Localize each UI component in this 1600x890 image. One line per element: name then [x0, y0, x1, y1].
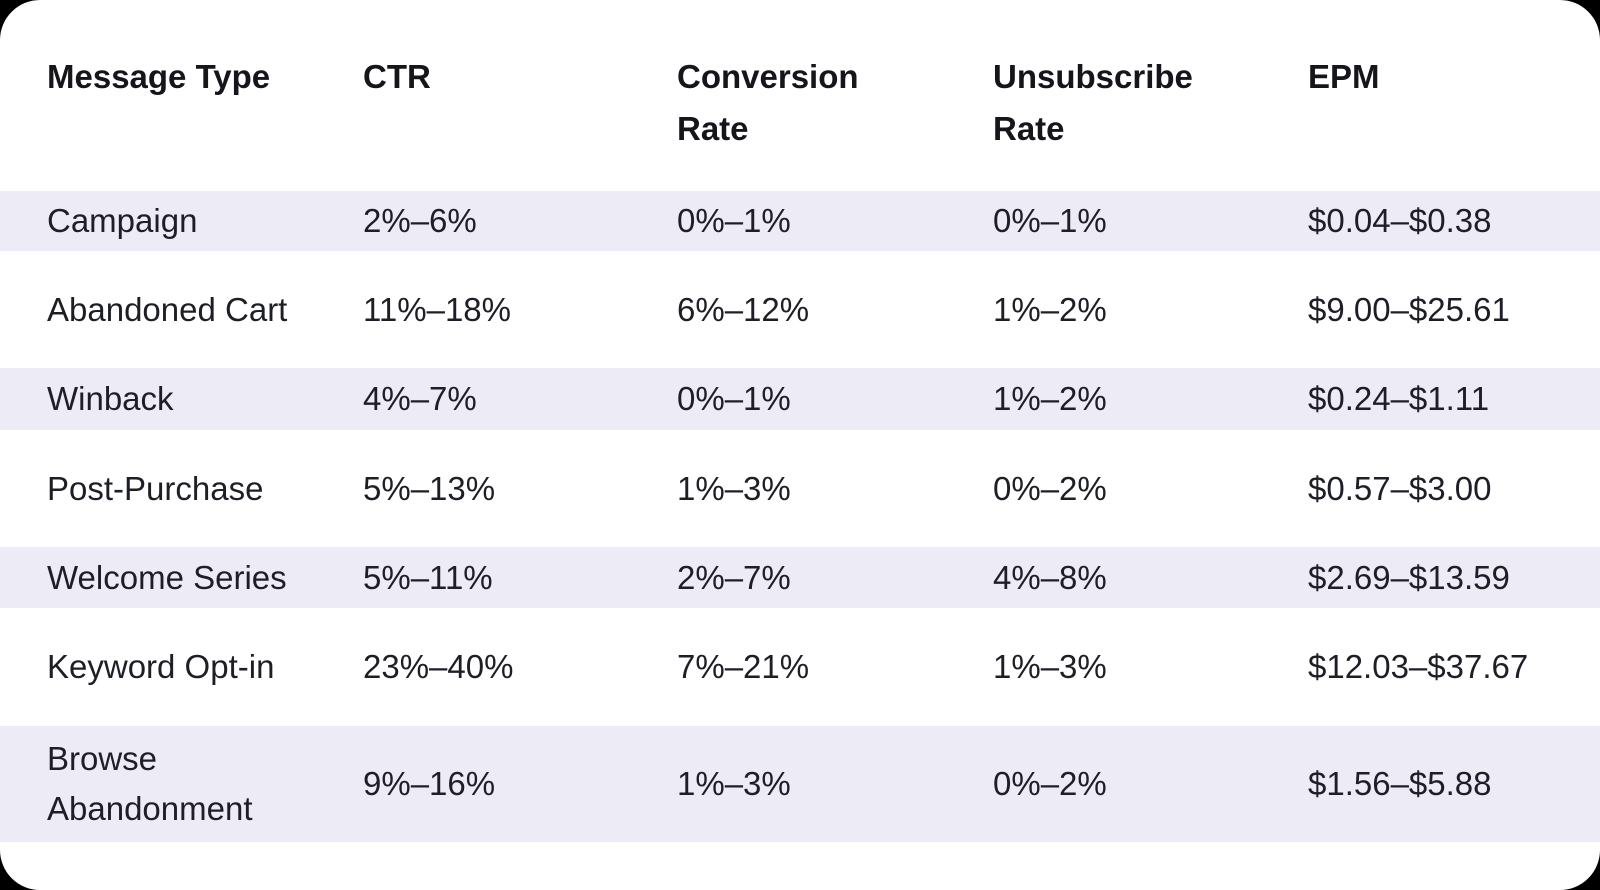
table-cell-unsubscribe-rate: 0%–2% [993, 765, 1107, 802]
table-cell-conversion-rate: 0%–1% [677, 380, 791, 417]
table-row: Browse Abandonment 9%–16% 1%–3% 0%–2% $1.56–… [0, 726, 1600, 842]
table-cell-message-type: Keyword Opt-in [47, 648, 275, 685]
table-cell-unsubscribe-rate: 0%–2% [993, 469, 1107, 507]
table-cell-epm: $0.04–$0.38 [1308, 202, 1492, 239]
table-cell-epm: $9.00–$25.61 [1308, 290, 1510, 328]
column-header-ctr: CTR [363, 58, 431, 95]
table-cell-message-type: Welcome Series [47, 558, 287, 596]
table-cell-epm: $12.03–$37.67 [1308, 648, 1529, 685]
table-cell-unsubscribe-rate: 4%–8% [993, 558, 1107, 596]
table-header-row: Message Type CTR Conversion Rate Unsubsc… [0, 0, 1600, 191]
table-cell-ctr: 5%–11% [363, 558, 493, 596]
table-cell-unsubscribe-rate: 1%–2% [993, 380, 1107, 417]
table-cell-ctr: 4%–7% [363, 380, 477, 417]
table-cell-ctr: 5%–13% [363, 469, 496, 507]
table-row: Winback 4%–7% 0%–1% 1%–2% $0.24–$1.11 [0, 368, 1600, 430]
table-cell-unsubscribe-rate: 1%–2% [993, 290, 1107, 328]
table-cell-conversion-rate: 2%–7% [677, 558, 791, 596]
table-cell-conversion-rate: 6%–12% [677, 290, 810, 328]
table-row: Abandoned Cart 11%–18% 6%–12% 1%–2% $9.00–$2… [0, 251, 1600, 368]
table-cell-ctr: 2%–6% [363, 202, 477, 239]
table-cell-message-type: Post-Purchase [47, 469, 264, 507]
table-cell-conversion-rate: 0%–1% [677, 202, 791, 239]
table-cell-ctr: 23%–40% [363, 648, 514, 685]
table-cell-ctr: 9%–16% [363, 765, 496, 802]
table-cell-unsubscribe-rate: 0%–1% [993, 202, 1107, 239]
table-cell-epm: $0.24–$1.11 [1308, 380, 1490, 417]
table-cell-conversion-rate: 1%–3% [677, 765, 791, 802]
table-cell-epm: $0.57–$3.00 [1308, 469, 1492, 507]
table-cell-message-type: Winback [47, 380, 174, 417]
column-header-message-type: Message Type [47, 58, 271, 95]
column-header-epm: EPM [1308, 58, 1380, 95]
table-cell-epm: $1.56–$5.88 [1308, 765, 1492, 802]
table-row: Welcome Series 5%–11% 2%–7% 4%–8% $2.69–$13.… [0, 547, 1600, 608]
table-body: Campaign 2%–6% 0%–1% 0%–1% $0.04–$0.38 Abando… [0, 191, 1600, 842]
table-cell-message-type: Browse Abandonment [47, 740, 253, 827]
table-cell-epm: $2.69–$13.59 [1308, 558, 1510, 596]
column-header-conversion-rate: Conversion Rate [677, 58, 859, 147]
table-cell-ctr: 11%–18% [363, 290, 512, 328]
table-row: Keyword Opt-in 23%–40% 7%–21% 1%–3% $12.03–$… [0, 608, 1600, 726]
column-header-unsubscribe-rate: Unsubscribe Rate [993, 58, 1193, 147]
table-row: Campaign 2%–6% 0%–1% 0%–1% $0.04–$0.38 [0, 191, 1600, 251]
table-cell-message-type: Abandoned Cart [47, 290, 288, 328]
table-cell-message-type: Campaign [47, 202, 198, 239]
table-cell-unsubscribe-rate: 1%–3% [993, 648, 1107, 685]
table-cell-conversion-rate: 7%–21% [677, 648, 810, 685]
table-row: Post-Purchase 5%–13% 1%–3% 0%–2% $0.57–$3.00 [0, 430, 1600, 547]
table-cell-conversion-rate: 1%–3% [677, 469, 791, 507]
